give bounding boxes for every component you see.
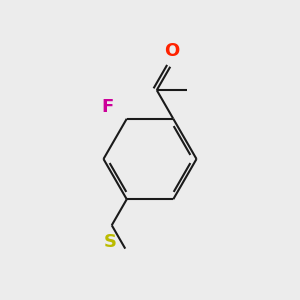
Text: F: F bbox=[101, 98, 113, 116]
Text: S: S bbox=[104, 233, 117, 251]
Text: O: O bbox=[164, 42, 179, 60]
